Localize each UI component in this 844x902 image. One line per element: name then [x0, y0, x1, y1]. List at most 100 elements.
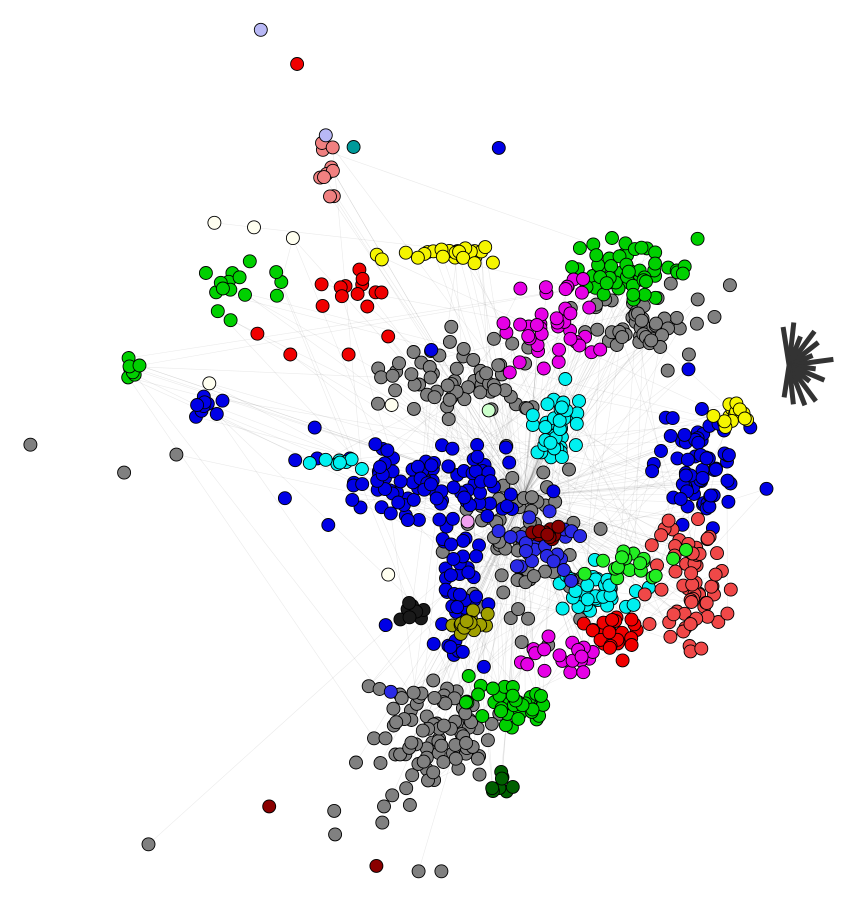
- graph-node: [283, 347, 298, 362]
- graph-node: [503, 530, 518, 544]
- graph-node: [480, 606, 495, 621]
- graph-node: [406, 401, 421, 416]
- graph-node: [318, 452, 333, 467]
- graph-edge: [709, 488, 767, 507]
- graph-node: [393, 474, 408, 489]
- graph-node: [459, 736, 474, 750]
- graph-node: [521, 329, 536, 344]
- graph-node: [169, 447, 184, 462]
- graph-node: [565, 260, 580, 275]
- graph-node: [572, 241, 587, 256]
- graph-node: [354, 462, 369, 476]
- graph-node: [680, 452, 695, 467]
- graph-node: [345, 492, 360, 507]
- graph-node: [666, 607, 681, 622]
- graph-node: [141, 837, 156, 852]
- graph-node: [386, 701, 401, 716]
- graph-node: [720, 606, 735, 621]
- graph-node: [723, 582, 738, 597]
- graph-node: [526, 569, 541, 584]
- graph-node: [706, 408, 721, 423]
- graph-node: [487, 382, 502, 397]
- graph-node: [538, 280, 553, 295]
- graph-node: [307, 420, 322, 435]
- graph-edge: [600, 440, 683, 530]
- graph-node: [549, 311, 564, 326]
- graph-node: [593, 632, 608, 647]
- graph-node: [694, 402, 709, 416]
- graph-node: [689, 316, 704, 331]
- starburst-ray: [781, 364, 792, 398]
- graph-node: [374, 252, 389, 267]
- graph-edge: [515, 404, 524, 497]
- graph-node: [247, 220, 261, 235]
- graph-node: [411, 864, 426, 879]
- graph-edge: [341, 296, 394, 459]
- graph-node: [344, 452, 359, 467]
- graph-node: [639, 274, 653, 289]
- graph-node: [349, 755, 363, 770]
- graph-node: [576, 665, 591, 680]
- graph-node: [223, 313, 238, 328]
- graph-node: [690, 231, 705, 246]
- graph-node: [710, 546, 724, 561]
- graph-edge: [209, 383, 468, 522]
- graph-edge: [559, 420, 695, 495]
- graph-node: [605, 231, 619, 245]
- graph-node: [460, 514, 475, 529]
- graph-node: [496, 316, 511, 331]
- graph-node: [334, 289, 349, 304]
- graph-node: [215, 281, 230, 296]
- graph-node: [615, 330, 630, 345]
- graph-node: [470, 438, 485, 452]
- graph-node: [452, 587, 467, 602]
- graph-node: [426, 636, 441, 651]
- graph-node: [554, 450, 569, 465]
- graph-node: [318, 128, 333, 143]
- graph-node: [461, 669, 476, 683]
- graph-node: [634, 240, 649, 255]
- graph-node: [404, 735, 419, 750]
- graph-node: [475, 709, 490, 724]
- graph-node: [511, 711, 526, 726]
- graph-node: [546, 484, 561, 499]
- graph-node: [445, 511, 460, 526]
- graph-edge: [553, 417, 673, 492]
- graph-node: [285, 231, 300, 246]
- graph-edge: [332, 147, 562, 453]
- graph-node: [480, 733, 495, 748]
- graph-node: [590, 322, 605, 337]
- graph-node: [456, 533, 471, 548]
- graph-node: [648, 256, 663, 271]
- graph-node: [700, 531, 715, 546]
- graph-node: [552, 342, 566, 357]
- graph-node: [315, 298, 330, 313]
- graph-edge: [523, 452, 538, 497]
- graph-node: [602, 640, 617, 655]
- graph-node: [399, 781, 414, 796]
- graph-node: [524, 490, 539, 505]
- graph-node: [704, 579, 719, 594]
- graph-node: [435, 249, 450, 264]
- graph-node: [644, 333, 659, 348]
- graph-node: [555, 601, 570, 616]
- graph-node: [500, 499, 514, 514]
- graph-edge: [481, 376, 726, 428]
- graph-node: [654, 582, 669, 597]
- graph-edge: [540, 327, 662, 590]
- graph-node: [355, 477, 370, 492]
- graph-node: [23, 437, 38, 452]
- graph-node: [321, 518, 336, 532]
- graph-edge: [127, 377, 375, 739]
- graph-node: [406, 345, 421, 359]
- graph-node: [513, 281, 528, 296]
- graph-node: [703, 488, 718, 503]
- graph-node: [402, 595, 417, 610]
- graph-node: [491, 358, 506, 373]
- graph-node: [450, 600, 465, 615]
- graph-node: [302, 456, 317, 470]
- graph-node: [383, 684, 398, 699]
- graph-node: [443, 640, 458, 654]
- graph-node: [534, 688, 548, 703]
- graph-node: [505, 779, 520, 794]
